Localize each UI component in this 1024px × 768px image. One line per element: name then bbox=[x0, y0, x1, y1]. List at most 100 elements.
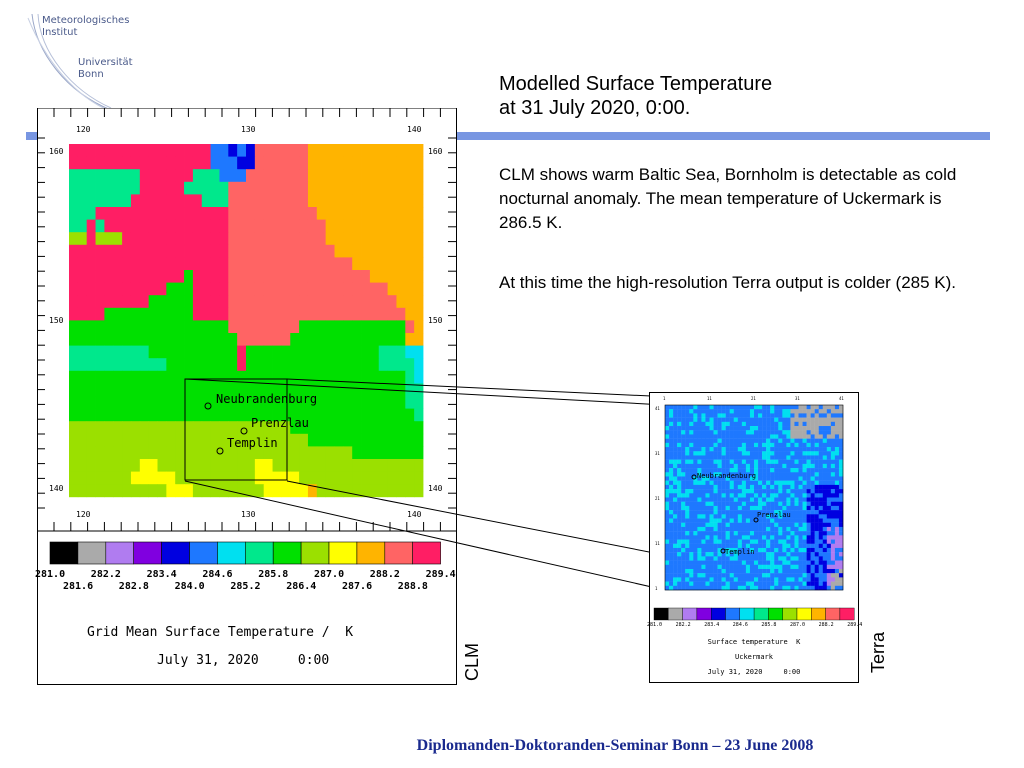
terra-cell bbox=[737, 510, 743, 515]
terra-cell bbox=[754, 489, 759, 494]
terra-cell bbox=[717, 438, 722, 444]
terra-cell bbox=[774, 455, 779, 460]
clm-cell bbox=[290, 383, 300, 397]
clm-cell bbox=[246, 219, 256, 233]
terra-cell bbox=[665, 455, 670, 460]
terra-cell bbox=[705, 522, 710, 528]
clm-cell bbox=[254, 307, 265, 321]
clm-cell bbox=[148, 471, 158, 485]
clm-cell bbox=[122, 471, 132, 485]
clm-temperature-grid bbox=[69, 144, 424, 498]
clm-cell bbox=[290, 484, 300, 498]
terra-cell bbox=[766, 468, 771, 473]
clm-cell bbox=[122, 169, 132, 183]
clm-cell bbox=[369, 396, 380, 409]
terra-cell bbox=[794, 413, 799, 418]
terra-cell bbox=[681, 526, 686, 532]
clm-cell bbox=[299, 144, 309, 157]
terra-cell bbox=[782, 455, 787, 460]
terra-cell bbox=[774, 413, 779, 418]
terra-cell bbox=[705, 573, 710, 578]
clm-cell bbox=[343, 169, 353, 183]
terra-cell bbox=[689, 573, 694, 578]
terra-cell bbox=[782, 539, 787, 544]
terra-cell bbox=[733, 581, 739, 586]
terra-cell bbox=[758, 493, 763, 498]
clm-cell bbox=[414, 446, 424, 460]
terra-cell bbox=[834, 484, 840, 490]
clm-cell bbox=[184, 358, 194, 372]
terra-cell bbox=[826, 577, 832, 582]
terra-cell bbox=[790, 568, 795, 574]
terra-cell bbox=[693, 535, 698, 540]
terra-cell bbox=[697, 539, 702, 544]
terra-cell bbox=[741, 417, 747, 423]
terra-cell bbox=[741, 493, 747, 498]
clm-cell bbox=[157, 207, 167, 220]
clm-label-templin: Templin bbox=[227, 436, 278, 450]
terra-cell bbox=[741, 547, 747, 553]
terra-cell bbox=[778, 484, 783, 490]
terra-cell bbox=[794, 531, 799, 536]
clm-cell bbox=[130, 345, 141, 359]
terra-cell bbox=[782, 426, 787, 431]
terra-cell bbox=[693, 430, 698, 435]
terra-cell bbox=[709, 426, 714, 431]
clm-cell bbox=[387, 194, 397, 208]
terra-cell bbox=[810, 480, 815, 486]
terra-cell bbox=[709, 489, 714, 494]
clm-cell bbox=[369, 219, 380, 233]
clm-cell bbox=[334, 484, 344, 498]
terra-cell bbox=[725, 417, 730, 423]
terra-cell bbox=[830, 556, 836, 561]
terra-cell bbox=[802, 552, 807, 557]
clm-figure: 120 130 140 120 130 140 160 150 140 160 … bbox=[35, 108, 457, 685]
terra-cell bbox=[766, 577, 771, 582]
terra-cell bbox=[810, 417, 815, 423]
terra-cell bbox=[701, 585, 706, 591]
clm-cell bbox=[148, 320, 158, 334]
clm-cell bbox=[387, 307, 397, 321]
terra-cell bbox=[826, 510, 832, 515]
clm-cell bbox=[263, 320, 273, 334]
clm-cell bbox=[290, 333, 300, 346]
terra-colorbar-label: 281.0 bbox=[647, 622, 663, 628]
terra-cell bbox=[762, 484, 767, 490]
terra-cell bbox=[798, 501, 803, 507]
clm-cell bbox=[334, 282, 344, 296]
terra-cell bbox=[729, 518, 734, 523]
terra-cell bbox=[689, 463, 694, 469]
terra-cell bbox=[665, 472, 670, 477]
terra-cell bbox=[689, 442, 694, 448]
terra-cell bbox=[770, 547, 775, 553]
terra-cell bbox=[673, 459, 678, 465]
clm-cell bbox=[299, 181, 309, 195]
clm-cell bbox=[369, 320, 380, 334]
terra-cell bbox=[665, 405, 670, 410]
terra-cell bbox=[754, 560, 759, 565]
terra-cell bbox=[681, 459, 686, 465]
terra-cell bbox=[697, 560, 702, 565]
terra-cell bbox=[822, 535, 828, 540]
terra-cell bbox=[741, 438, 747, 444]
clm-cell bbox=[122, 421, 132, 435]
clm-cell bbox=[299, 194, 309, 208]
terra-cell bbox=[806, 585, 811, 591]
terra-cell bbox=[749, 413, 755, 418]
clm-cell bbox=[405, 219, 415, 233]
clm-cell bbox=[86, 244, 96, 258]
terra-cell bbox=[665, 421, 670, 427]
terra-cell bbox=[814, 463, 819, 469]
terra-cell bbox=[685, 510, 690, 515]
terra-cell bbox=[749, 421, 755, 427]
terra-cell bbox=[790, 518, 795, 523]
terra-cell bbox=[838, 489, 844, 494]
terra-cell bbox=[681, 476, 686, 481]
terra-cell bbox=[709, 472, 714, 477]
clm-cell bbox=[95, 345, 105, 359]
terra-cell bbox=[669, 510, 674, 515]
clm-cell bbox=[316, 370, 327, 384]
terra-cell bbox=[786, 409, 791, 414]
terra-cell bbox=[794, 497, 799, 502]
terra-cell bbox=[697, 405, 702, 410]
